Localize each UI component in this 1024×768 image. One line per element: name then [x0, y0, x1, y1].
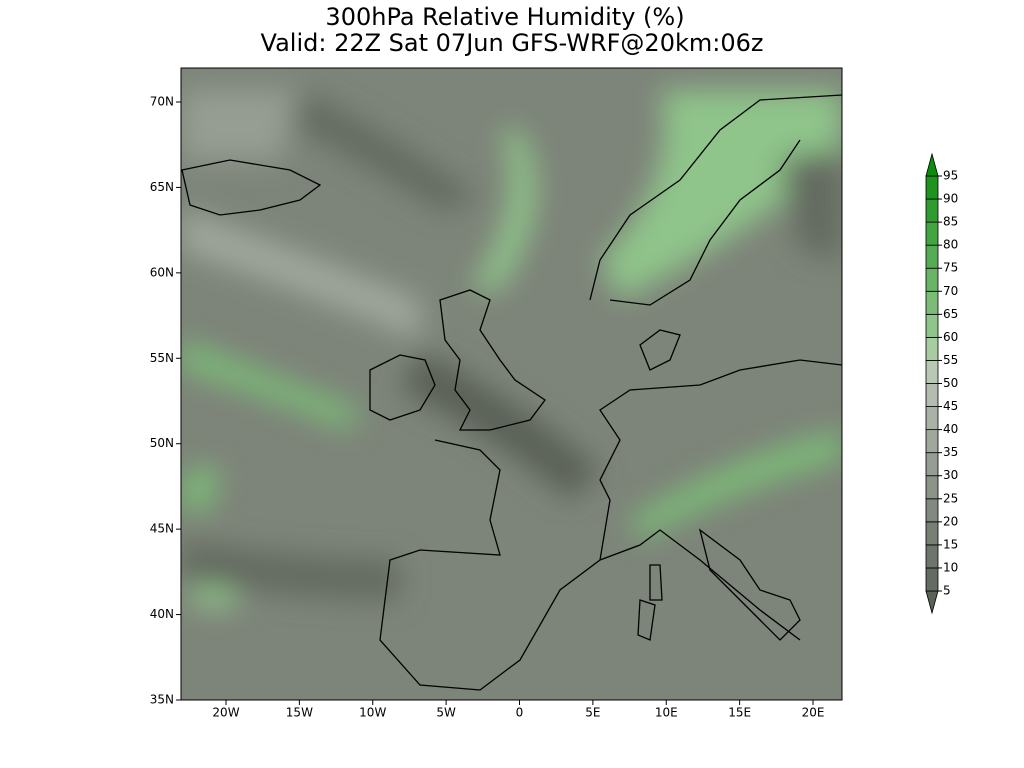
colorbar-box	[925, 544, 939, 569]
lat-label: 70N	[150, 95, 174, 109]
colorbar-label: 80	[943, 238, 958, 252]
colorbar-label: 5	[943, 584, 951, 598]
title: 300hPa Relative Humidity (%)	[325, 3, 684, 31]
colorbar-box	[925, 406, 939, 431]
lon-label: 20W	[212, 706, 239, 720]
colorbar-box	[925, 360, 939, 384]
colorbar-box	[925, 290, 939, 315]
map-field	[181, 68, 842, 700]
colorbar-label: 55	[943, 353, 958, 367]
colorbar: 5 10 15 20 25 30 35 40 45 50 55 60 65 70 75 80 85 90 95	[925, 152, 958, 615]
colorbar-box	[925, 221, 939, 246]
colorbar-label: 90	[943, 192, 958, 206]
lon-label: 15W	[286, 706, 313, 720]
map-frame	[180, 67, 843, 701]
colorbar-box	[925, 498, 939, 523]
colorbar-box	[925, 198, 939, 223]
colorbar-label: 30	[943, 468, 958, 482]
lat-label: 45N	[150, 522, 174, 536]
colorbar-label: 50	[943, 376, 958, 390]
colorbar-box	[925, 521, 939, 546]
lon-label: 10E	[655, 706, 678, 720]
colorbar-box	[925, 475, 939, 500]
colorbar-label: 75	[943, 261, 958, 275]
colorbar-label: 95	[943, 169, 958, 183]
colorbar-label: 45	[943, 399, 958, 413]
lon-label: 5W	[436, 706, 456, 720]
lat-label: 40N	[150, 607, 174, 621]
colorbar-label: 10	[943, 560, 958, 574]
lat-label: 60N	[150, 265, 174, 279]
colorbar-label: 70	[943, 284, 958, 298]
colorbar-label: 15	[943, 537, 958, 551]
colorbar-label: 40	[943, 422, 958, 436]
lon-label: 0	[516, 706, 524, 720]
colorbar-label: 20	[943, 514, 958, 528]
colorbar-box	[925, 313, 939, 338]
axes: 70N 65N 60N 55N 50N 45N 40N 35N 20W 15W 10W 5W 0 5E 10…	[150, 95, 825, 720]
lat-label: 65N	[150, 180, 174, 194]
lat-label: 55N	[150, 351, 174, 365]
colorbar-box	[925, 336, 939, 361]
colorbar-box	[925, 267, 939, 292]
colorbar-box	[925, 452, 939, 477]
colorbar-box	[925, 567, 939, 592]
lat-label: 50N	[150, 436, 174, 450]
colorbar-triangle	[925, 152, 939, 177]
lon-label: 10W	[359, 706, 386, 720]
colorbar-box	[925, 175, 939, 200]
lat-label: 35N	[150, 693, 174, 707]
colorbar-box	[925, 383, 939, 407]
colorbar-label: 65	[943, 307, 958, 321]
colorbar-box	[925, 429, 939, 454]
lon-label: 5E	[585, 706, 600, 720]
colorbar-label: 25	[943, 491, 958, 505]
colorbar-label: 35	[943, 445, 958, 459]
colorbar-triangle	[925, 590, 939, 615]
subtitle: Valid: 22Z Sat 07Jun GFS-WRF@20km:06z	[261, 29, 764, 57]
lon-label: 15E	[728, 706, 751, 720]
colorbar-label: 85	[943, 215, 958, 229]
lon-label: 20E	[802, 706, 825, 720]
colorbar-box	[925, 244, 939, 269]
colorbar-label: 60	[943, 330, 958, 344]
